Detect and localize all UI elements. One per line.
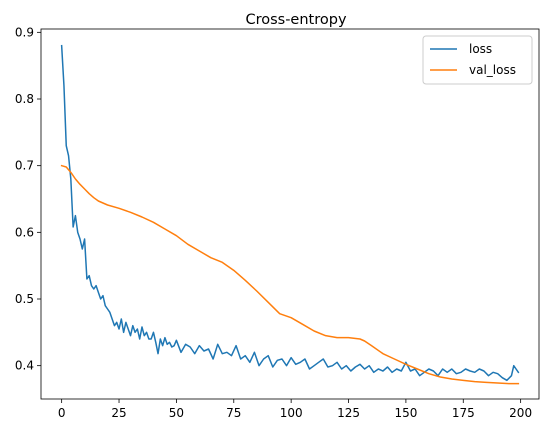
series-line-loss [60, 44, 520, 382]
axes-frame [40, 28, 540, 400]
series-line-val-loss [60, 164, 520, 385]
legend-label-loss: loss [469, 42, 492, 56]
plot-area: 0 25 50 75 100 125 150 175 200 0.4 0.5 0.6 0.7 0.8 0.9 [15, 25, 540, 420]
chart-title: Cross-entropy [245, 12, 346, 28]
x-tick-label: 75 [226, 406, 241, 420]
x-tick-label: 100 [280, 406, 303, 420]
y-tick-label: 0.8 [15, 92, 34, 106]
x-tick-label: 50 [169, 406, 184, 420]
x-tick-label: 200 [509, 406, 532, 420]
x-tick-label: 150 [394, 406, 417, 420]
y-tick-label: 0.9 [15, 25, 34, 39]
y-tick-label: 0.6 [15, 225, 34, 239]
x-tick-label: 25 [111, 406, 126, 420]
x-tick-label: 175 [452, 406, 475, 420]
y-tick-label: 0.5 [15, 292, 34, 306]
x-tick-label: 0 [58, 406, 66, 420]
x-tick-label: 125 [337, 406, 360, 420]
legend-box [422, 35, 533, 85]
y-tick-label: 0.7 [15, 159, 34, 173]
legend: loss val_loss [422, 35, 533, 85]
legend-label-val-loss: val_loss [469, 63, 516, 77]
y-tick-label: 0.4 [15, 359, 34, 373]
